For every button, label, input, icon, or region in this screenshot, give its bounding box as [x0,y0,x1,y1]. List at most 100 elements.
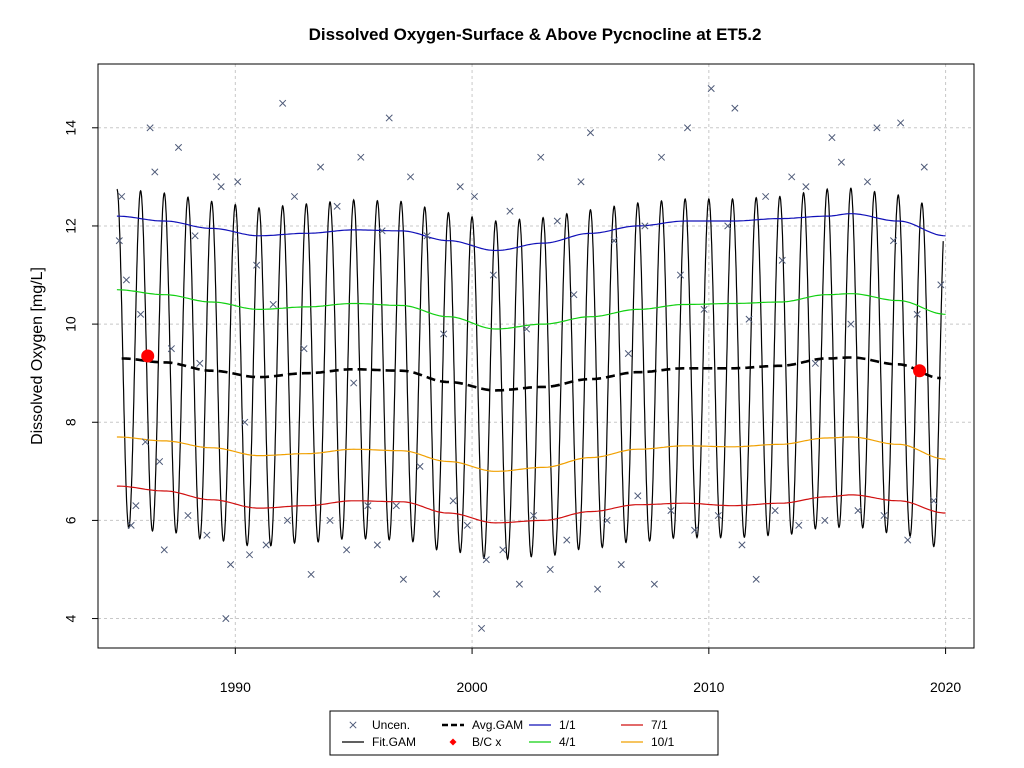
y-axis-label: Dissolved Oxygen [mg/L] [29,267,46,445]
y-tick-label: 14 [63,120,79,136]
uncen-point [811,359,819,367]
series-fit-gam [116,187,944,561]
legend-label: Avg.GAM [472,718,523,732]
uncen-point [203,531,211,539]
uncen-point [821,516,829,524]
uncen-point [546,565,554,574]
uncen-point [433,590,441,598]
points-layer [115,84,945,632]
uncen-point [307,570,315,578]
uncen-point [440,330,448,338]
uncen-point [137,310,145,318]
uncen-point [115,237,123,245]
uncen-point [146,124,154,132]
uncen-point [641,222,649,230]
uncen-point [212,173,220,181]
uncen-point [245,551,254,559]
uncen-point [184,511,192,520]
uncen-point [738,541,746,549]
uncen-point [700,305,708,313]
uncen-point [364,502,372,510]
y-tick-label: 4 [63,614,79,622]
uncen-point [889,237,898,245]
uncen-point [316,163,325,171]
legend-box [329,710,719,756]
x-tick-label: 2000 [456,679,487,695]
uncen-point [191,232,199,240]
uncen-point [553,217,561,225]
uncen-point [873,124,881,132]
uncen-point [227,561,235,569]
uncen-point [778,256,786,264]
uncen-point [416,462,424,470]
uncen-point [222,615,230,623]
legend-label: 7/1 [651,718,668,732]
x-tick-label: 1990 [220,679,251,695]
series-s7 [116,485,946,524]
uncen-point [707,84,715,93]
uncen-point [489,271,497,279]
uncen-point [537,153,545,161]
legend-label: Fit.GAM [372,735,416,749]
uncen-point [522,325,531,333]
x-tick-label: 2020 [930,679,961,695]
uncen-point [406,173,415,181]
uncen-point [594,585,602,593]
uncen-point [262,541,270,549]
plot-frame [97,63,975,649]
uncen-point [530,511,538,520]
uncen-point [515,580,523,588]
uncen-point [283,516,291,524]
uncen-point [174,143,183,151]
legend-symbol-bc [449,738,457,746]
uncen-point [752,575,760,583]
uncen-point [745,315,753,323]
uncen-point [300,345,308,353]
legend-label: Uncen. [372,718,410,732]
uncen-point [880,511,888,520]
uncen-point [456,183,464,191]
uncen-point [449,497,457,505]
uncen-point [279,99,287,107]
series-layer [116,187,946,561]
uncen-point [683,124,692,132]
x-tick-label: 2010 [693,679,724,695]
uncen-point [795,521,803,529]
uncen-point [482,556,490,564]
uncen-point [854,507,862,515]
legend: Uncen. Fit.GAM Avg.GAM B/C x 1/1 4/1 7/1 10/1 [329,710,719,756]
uncen-point [920,163,928,171]
uncen-point [253,261,261,269]
uncen-point [127,521,135,529]
uncen-point [634,492,642,500]
uncen-point [499,546,507,554]
uncen-point [122,276,130,284]
uncen-point [378,227,386,235]
axes: 1990 2000 2010 2020 4 6 8 10 12 14 [63,120,962,695]
uncen-point [937,281,945,289]
uncen-point [802,183,810,191]
uncen-point [477,624,486,632]
uncen-point [913,310,921,318]
uncen-point [714,511,722,520]
uncen-point [586,129,595,137]
uncen-point [373,541,381,549]
y-tick-label: 10 [63,316,79,332]
uncen-point [570,291,578,299]
uncen-point [141,438,149,446]
uncen-point [333,202,341,210]
uncen-point [847,320,855,328]
y-tick-label: 12 [63,218,79,234]
uncen-point [624,349,632,358]
uncen-point [676,271,684,279]
y-tick-label: 8 [63,418,79,426]
uncen-point [617,561,625,569]
uncen-point [650,580,658,588]
uncen-point [269,300,277,309]
uncen-point [156,457,164,466]
legend-label: B/C x [472,735,501,749]
uncen-point [423,232,431,240]
uncen-point [470,192,478,201]
series-s4 [116,289,946,330]
